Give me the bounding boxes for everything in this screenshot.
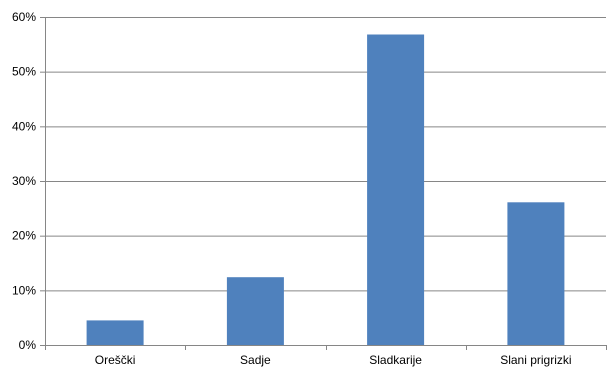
y-tick-label: 60%	[12, 10, 36, 24]
bar	[367, 34, 425, 345]
y-tick-label: 40%	[12, 119, 36, 133]
x-tick-label: Sladkarije	[369, 353, 422, 367]
y-tick-label: 50%	[12, 65, 36, 79]
x-tick-label: Oreščki	[95, 353, 136, 367]
y-axis-tick-labels: 0% 10% 20% 30% 40% 50% 60%	[12, 10, 36, 352]
x-tick-label: Sadje	[240, 353, 271, 367]
axes	[45, 17, 607, 350]
x-tick-label: Slani prigrizki	[500, 353, 571, 367]
y-tick-label: 10%	[12, 283, 36, 297]
y-tick-label: 20%	[12, 229, 36, 243]
x-axis-category-labels: Oreščki Sadje Sladkarije Slani prigrizki	[95, 353, 572, 367]
y-tick-label: 0%	[19, 338, 37, 352]
bar	[86, 320, 144, 345]
y-tick-label: 30%	[12, 174, 36, 188]
bar	[226, 277, 284, 345]
bar	[507, 202, 565, 345]
bars	[86, 34, 565, 345]
